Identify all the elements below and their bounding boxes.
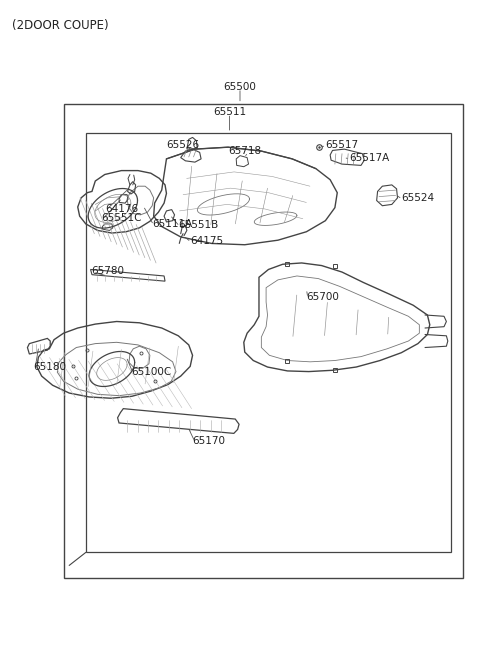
- Text: 64175: 64175: [190, 236, 223, 246]
- Text: 65551B: 65551B: [179, 220, 218, 230]
- Text: 65526: 65526: [167, 140, 200, 150]
- Text: 65170: 65170: [192, 436, 226, 445]
- Text: 65700: 65700: [306, 292, 339, 302]
- Text: 65551C: 65551C: [101, 213, 142, 223]
- Text: 65180: 65180: [34, 362, 67, 372]
- Text: 65500: 65500: [224, 83, 256, 92]
- Text: 64176: 64176: [105, 204, 138, 214]
- Text: (2DOOR COUPE): (2DOOR COUPE): [12, 19, 109, 32]
- Text: 65780: 65780: [91, 266, 124, 276]
- Text: 65511: 65511: [213, 107, 246, 117]
- Text: 65524: 65524: [401, 193, 434, 203]
- Text: 65718: 65718: [228, 146, 261, 156]
- Text: 65100C: 65100C: [131, 367, 171, 377]
- Text: 65517: 65517: [325, 140, 359, 150]
- Text: 65111A: 65111A: [152, 219, 192, 229]
- Text: 65517A: 65517A: [349, 153, 389, 163]
